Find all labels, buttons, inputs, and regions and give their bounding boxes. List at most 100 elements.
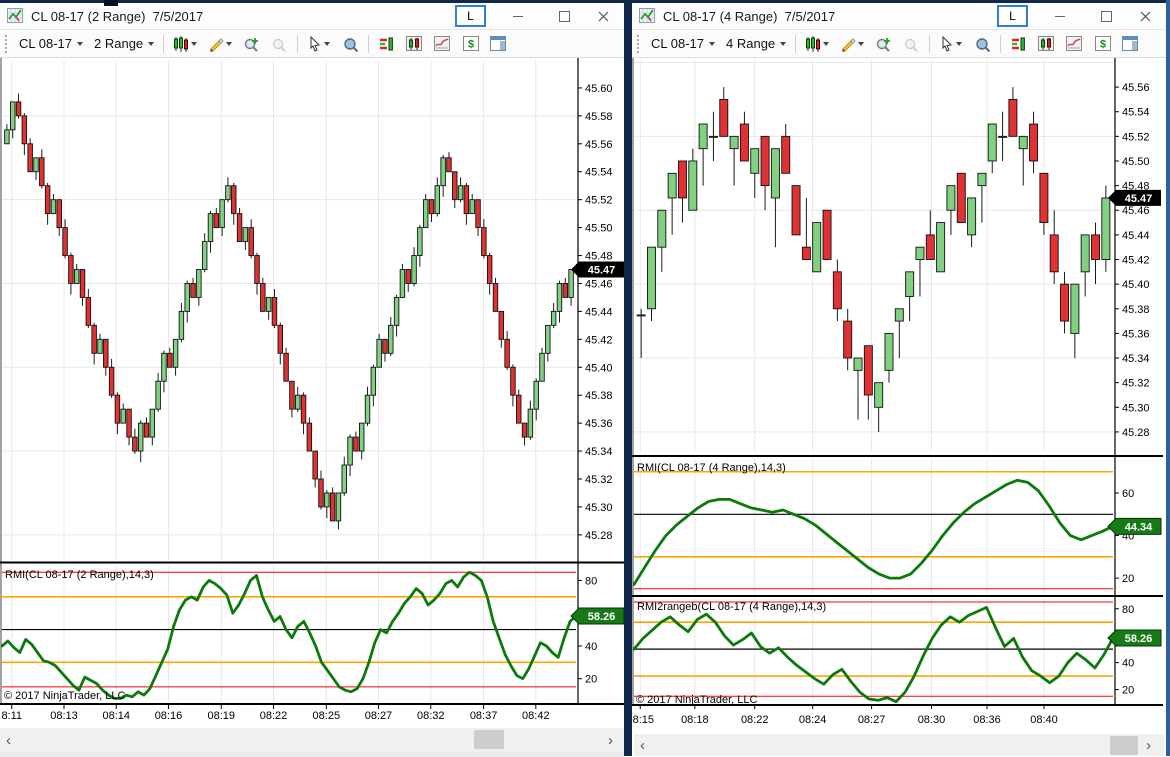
close-icon <box>1140 11 1150 21</box>
svg-text:45.42: 45.42 <box>585 334 613 346</box>
chart-style-button[interactable] <box>171 33 199 54</box>
data-box-button[interactable] <box>340 33 361 54</box>
svg-text:45.56: 45.56 <box>585 139 613 151</box>
zoom-in-icon <box>244 37 259 52</box>
chevron-down-icon <box>226 41 233 46</box>
scrollbar-thumb[interactable] <box>1110 736 1138 755</box>
background-window-edge <box>104 0 118 6</box>
drawing-tools-button[interactable] <box>838 33 866 54</box>
svg-text:45.47: 45.47 <box>588 264 616 276</box>
pointer-tool-button[interactable] <box>305 33 333 54</box>
chart-snapshot-button[interactable] <box>432 33 453 54</box>
chart-toolbar: CL 08-17 2 Range <box>0 29 624 58</box>
chevron-down-icon <box>148 41 155 46</box>
scroll-right-button[interactable]: › <box>608 728 613 752</box>
toolbar-grip[interactable] <box>5 34 9 53</box>
svg-text:20: 20 <box>1122 573 1134 585</box>
account-data-button[interactable]: $ <box>460 33 481 54</box>
scroll-left-button[interactable]: ‹ <box>6 728 11 752</box>
interval-selector[interactable]: 2 Range <box>92 35 156 52</box>
svg-text:RMI(CL 08-17 (2 Range),14,3): RMI(CL 08-17 (2 Range),14,3) <box>5 569 154 581</box>
svg-text:45.38: 45.38 <box>1122 304 1150 316</box>
zoom-out-button[interactable] <box>901 33 922 54</box>
svg-text:45.54: 45.54 <box>585 167 613 179</box>
minimize-icon <box>1055 15 1065 17</box>
data-box-button[interactable] <box>972 33 993 54</box>
chevron-down-icon <box>858 41 865 46</box>
maximize-icon <box>558 10 570 22</box>
order-entry-button[interactable] <box>376 33 397 54</box>
close-button[interactable] <box>1133 6 1157 26</box>
svg-text:45.50: 45.50 <box>585 223 613 235</box>
close-button[interactable] <box>591 6 615 26</box>
svg-text:45.50: 45.50 <box>1122 156 1150 168</box>
titlebar[interactable]: CL 08-17 (4 Range) 7/5/2017 L <box>632 3 1166 29</box>
indicators-button[interactable] <box>1036 33 1057 54</box>
svg-text:45.40: 45.40 <box>1122 279 1150 291</box>
data-grid-button[interactable] <box>488 33 509 54</box>
svg-text:45.42: 45.42 <box>1122 255 1150 267</box>
zoom-out-button[interactable] <box>269 33 290 54</box>
window-frame-top <box>0 0 1170 3</box>
chevron-down-icon <box>823 41 830 46</box>
magnifier-icon <box>976 37 991 52</box>
scrollbar-thumb[interactable] <box>474 730 504 749</box>
chart-window-4-range: CL 08-17 (4 Range) 7/5/2017 L CL 08-17 4… <box>632 3 1166 756</box>
svg-text:45.44: 45.44 <box>1122 230 1150 242</box>
svg-text:08:13: 08:13 <box>50 710 78 722</box>
instrument-selector[interactable]: CL 08-17 <box>649 35 717 52</box>
pointer-tool-button[interactable] <box>937 33 965 54</box>
svg-text:80: 80 <box>585 575 597 587</box>
horizontal-scrollbar[interactable]: ‹ › <box>0 728 624 752</box>
titlebar[interactable]: CL 08-17 (2 Range) 7/5/2017 L <box>0 3 624 29</box>
window-divider <box>624 0 632 756</box>
svg-text:08:36: 08:36 <box>973 714 1001 726</box>
link-button[interactable]: L <box>997 5 1028 27</box>
svg-text:40: 40 <box>1122 658 1134 670</box>
svg-text:08:24: 08:24 <box>799 714 827 726</box>
chart-style-button[interactable] <box>803 33 831 54</box>
indicators-button[interactable] <box>404 33 425 54</box>
svg-text:45.28: 45.28 <box>1122 427 1150 439</box>
svg-text:45.28: 45.28 <box>585 530 613 542</box>
order-entry-button[interactable] <box>1008 33 1029 54</box>
chart-image-icon <box>1066 35 1083 51</box>
zoom-in-button[interactable] <box>241 33 262 54</box>
chart-toolbar: CL 08-17 4 Range <box>632 29 1166 58</box>
data-grid-button[interactable] <box>1120 33 1141 54</box>
scroll-right-button[interactable]: › <box>1146 734 1151 756</box>
toolbar-separator <box>1000 34 1002 53</box>
svg-text:45.46: 45.46 <box>585 278 613 290</box>
instrument-selector[interactable]: CL 08-17 <box>17 35 85 52</box>
window-title: CL 08-17 (2 Range) 7/5/2017 <box>31 8 204 24</box>
scroll-left-button[interactable]: ‹ <box>640 734 645 756</box>
minimize-button[interactable] <box>506 6 530 26</box>
svg-text:45.38: 45.38 <box>585 390 613 402</box>
link-button[interactable]: L <box>455 5 486 27</box>
grid-panel-icon <box>1122 35 1139 51</box>
account-data-button[interactable]: $ <box>1092 33 1113 54</box>
drawing-tools-button[interactable] <box>206 33 234 54</box>
minimize-button[interactable] <box>1048 6 1072 26</box>
svg-text:08:27: 08:27 <box>858 714 886 726</box>
zoom-out-icon <box>272 38 286 52</box>
interval-selector[interactable]: 4 Range <box>724 35 788 52</box>
toolbar-separator <box>368 34 370 53</box>
svg-text:08:19: 08:19 <box>208 710 236 722</box>
svg-text:58.26: 58.26 <box>1125 633 1153 645</box>
chevron-down-icon <box>77 41 83 46</box>
maximize-button[interactable] <box>1094 6 1118 26</box>
svg-text:45.48: 45.48 <box>585 251 613 263</box>
chart-snapshot-button[interactable] <box>1064 33 1085 54</box>
svg-text:45.30: 45.30 <box>585 502 613 514</box>
magnifier-icon <box>344 37 359 52</box>
zoom-in-button[interactable] <box>873 33 894 54</box>
dollar-icon: $ <box>462 35 479 51</box>
svg-text:45.34: 45.34 <box>1122 353 1150 365</box>
horizontal-scrollbar[interactable]: ‹ › <box>634 734 1164 756</box>
toolbar-grip[interactable] <box>637 34 641 53</box>
maximize-button[interactable] <box>552 6 576 26</box>
svg-text:58.26: 58.26 <box>588 611 616 623</box>
svg-text:© 2017 NinjaTrader, LLC: © 2017 NinjaTrader, LLC <box>4 690 125 702</box>
